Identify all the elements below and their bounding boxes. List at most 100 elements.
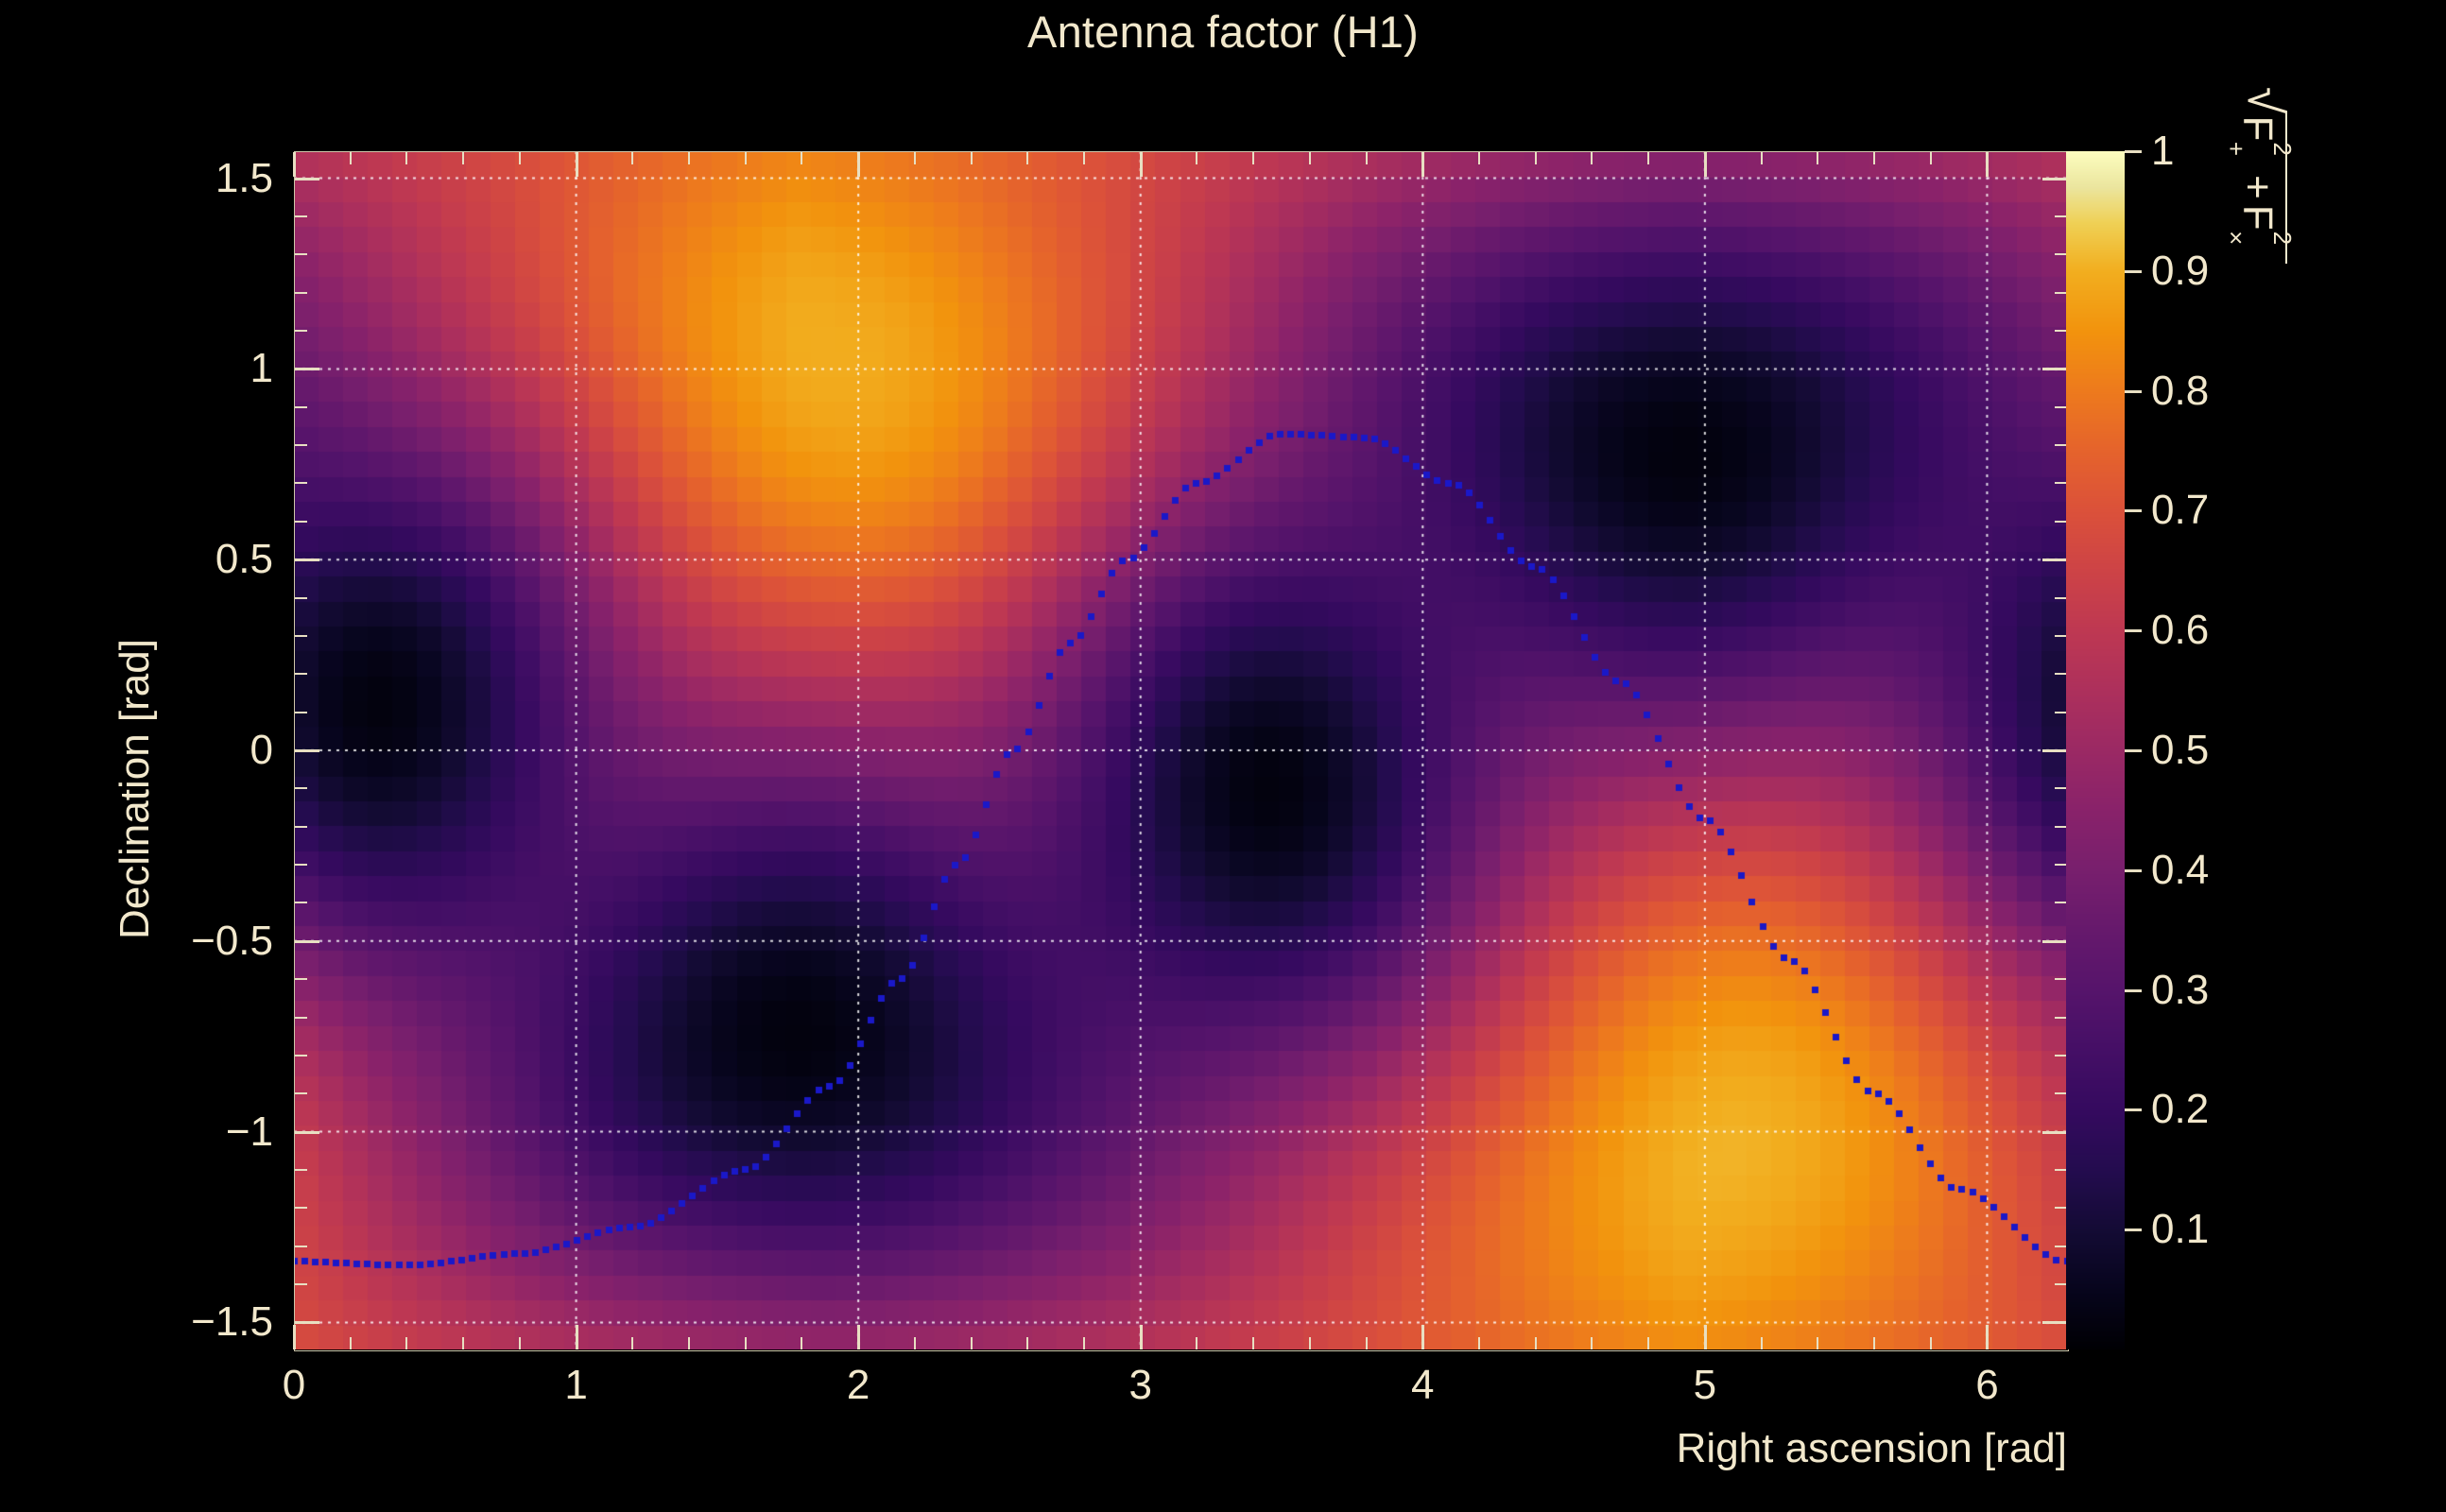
y-minor-tick (295, 673, 307, 676)
x-major-tick (857, 152, 861, 177)
y-major-tick (295, 558, 319, 562)
x-minor-tick (801, 1337, 803, 1349)
x-major-tick (1421, 1325, 1425, 1349)
colorbar-tick-label: 1 (2151, 128, 2175, 174)
colorbar-axis-title: √ F2++F2× (2222, 87, 2297, 265)
x-minor-tick (913, 1337, 916, 1349)
f-cross-exponent: 2 (2268, 231, 2297, 246)
y-minor-tick (295, 864, 307, 867)
colorbar-tick-mark (2125, 509, 2142, 513)
radical-icon: √ (2237, 87, 2292, 114)
x-minor-tick (970, 152, 973, 164)
y-minor-tick (2055, 1092, 2067, 1095)
y-minor-tick (2055, 864, 2067, 867)
y-major-tick (2042, 558, 2067, 562)
y-minor-tick (2055, 978, 2067, 981)
x-minor-tick (518, 1337, 521, 1349)
x-minor-tick (688, 1337, 690, 1349)
f-plus-exponent: 2 (2268, 142, 2297, 156)
y-minor-tick (2055, 1016, 2067, 1019)
x-minor-tick (405, 152, 408, 164)
x-minor-tick (1929, 152, 1932, 164)
y-tick-label: −1.5 (191, 1298, 273, 1346)
y-minor-tick (2055, 444, 2067, 447)
y-minor-tick (295, 1016, 307, 1019)
x-minor-tick (913, 152, 916, 164)
colorbar-tick-label: 0.9 (2151, 247, 2210, 294)
x-minor-tick (1196, 152, 1198, 164)
y-minor-tick (295, 520, 307, 523)
x-minor-tick (688, 152, 690, 164)
x-minor-tick (1534, 1337, 1537, 1349)
y-minor-tick (2055, 825, 2067, 828)
heatmap-plot-area (294, 151, 2067, 1349)
y-minor-tick (2055, 1245, 2067, 1247)
y-minor-tick (2055, 291, 2067, 294)
y-minor-tick (295, 634, 307, 637)
colorbar-tick-mark (2125, 1228, 2142, 1232)
x-minor-tick (1252, 152, 1255, 164)
x-minor-tick (1308, 152, 1311, 164)
page-title: Antenna factor (H1) (1027, 7, 1419, 57)
y-major-tick (295, 939, 319, 943)
x-minor-tick (970, 1337, 973, 1349)
x-major-tick (1986, 152, 1990, 177)
colorbar-tick-mark (2125, 269, 2142, 273)
y-minor-tick (2055, 787, 2067, 790)
x-minor-tick (1365, 152, 1368, 164)
y-minor-tick (295, 1168, 307, 1171)
colorbar-tick-mark (2125, 389, 2142, 393)
y-minor-tick (2055, 1054, 2067, 1057)
colorbar-tick-mark (2125, 988, 2142, 992)
colorbar-tick-label: 0.8 (2151, 367, 2210, 414)
x-major-tick (1703, 152, 1707, 177)
colorbar-gradient (2066, 151, 2125, 1349)
x-major-tick (857, 1325, 861, 1349)
f-cross-term: F2 × (2222, 204, 2297, 259)
y-minor-tick (295, 482, 307, 485)
y-minor-tick (295, 1207, 307, 1210)
x-major-tick (1421, 152, 1425, 177)
x-minor-tick (1534, 152, 1537, 164)
y-tick-label: −1 (225, 1108, 273, 1155)
x-minor-tick (462, 1337, 465, 1349)
x-minor-tick (1591, 1337, 1593, 1349)
x-axis-title: Right ascension [rad] (1676, 1425, 2067, 1471)
plus-operator: + (2234, 175, 2282, 199)
x-major-tick (1139, 152, 1143, 177)
x-minor-tick (1873, 1337, 1876, 1349)
colorbar-tick-mark (2125, 749, 2142, 752)
y-minor-tick (295, 902, 307, 904)
x-minor-tick (349, 1337, 352, 1349)
x-minor-tick (1083, 1337, 1085, 1349)
y-minor-tick (295, 978, 307, 981)
colorbar-tick-mark (2125, 868, 2142, 872)
x-minor-tick (1365, 1337, 1368, 1349)
colorbar-tick-label: 0.2 (2151, 1086, 2210, 1133)
x-minor-tick (1647, 152, 1650, 164)
x-minor-tick (744, 152, 747, 164)
y-tick-label: 1 (250, 345, 273, 392)
x-minor-tick (1026, 152, 1029, 164)
x-tick-label: 0 (282, 1362, 306, 1408)
y-minor-tick (295, 1054, 307, 1057)
x-minor-tick (744, 1337, 747, 1349)
y-minor-tick (2055, 673, 2067, 676)
y-major-tick (2042, 177, 2067, 180)
x-minor-tick (405, 1337, 408, 1349)
y-major-tick (2042, 939, 2067, 943)
x-major-tick (575, 1325, 578, 1349)
x-minor-tick (1873, 152, 1876, 164)
x-major-tick (1139, 1325, 1143, 1349)
x-minor-tick (462, 152, 465, 164)
f-cross-base: F (2234, 204, 2282, 231)
x-minor-tick (1817, 152, 1819, 164)
y-minor-tick (295, 291, 307, 294)
y-minor-tick (2055, 596, 2067, 599)
y-major-tick (2042, 1321, 2067, 1325)
x-minor-tick (518, 152, 521, 164)
y-minor-tick (2055, 902, 2067, 904)
f-plus-base: F (2234, 115, 2282, 142)
x-minor-tick (1760, 1337, 1763, 1349)
y-major-tick (2042, 1130, 2067, 1134)
